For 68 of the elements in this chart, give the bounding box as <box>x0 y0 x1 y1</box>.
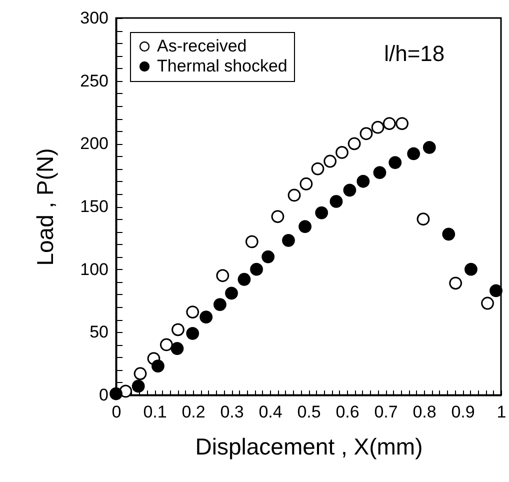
point <box>288 188 301 202</box>
point <box>250 262 263 276</box>
y-tick-label: 150 <box>80 197 108 216</box>
x-tick-label: 0.7 <box>374 402 398 422</box>
x-tick-label: 0.6 <box>336 402 360 422</box>
x-tick-label: 0.2 <box>182 402 206 422</box>
point <box>186 326 200 340</box>
point <box>311 162 324 176</box>
x-tick-label: 1 <box>496 402 506 422</box>
x-tick-label: 0.5 <box>297 402 321 422</box>
y-tick-label: 300 <box>80 8 108 28</box>
x-tick-label: 0.3 <box>220 402 244 422</box>
point <box>245 235 258 248</box>
point <box>373 166 386 180</box>
point <box>356 174 370 188</box>
point <box>225 286 238 300</box>
point <box>360 127 373 140</box>
point <box>170 342 184 355</box>
point <box>216 269 230 282</box>
point <box>300 177 313 190</box>
point <box>172 323 184 336</box>
point <box>382 117 396 130</box>
x-tick-label: 0.4 <box>258 402 282 422</box>
point <box>134 367 147 380</box>
point <box>110 387 122 400</box>
point <box>152 360 164 373</box>
point <box>186 306 200 318</box>
legend-label: Thermal shocked <box>157 56 288 76</box>
point <box>298 220 312 234</box>
x-tick-label: 0 <box>112 402 122 422</box>
point <box>200 310 213 324</box>
x-tick-label: 0.8 <box>412 402 436 422</box>
legend-label: As-received <box>157 36 247 56</box>
y-tick-label: 100 <box>80 260 108 279</box>
annotation: l/h=18 <box>384 40 445 66</box>
point <box>330 195 343 208</box>
point <box>132 380 145 393</box>
x-tick-label: 0.9 <box>451 402 475 422</box>
point <box>282 234 295 247</box>
point <box>407 147 420 160</box>
point <box>271 210 284 223</box>
point <box>416 212 430 226</box>
y-axis-title: Load , P(N) <box>32 148 58 266</box>
y-tick-label: 0 <box>99 386 108 404</box>
point <box>449 276 462 290</box>
y-tick-label: 250 <box>80 71 108 90</box>
point <box>464 262 478 276</box>
point <box>396 117 409 130</box>
point <box>442 228 456 241</box>
point <box>343 184 356 197</box>
point <box>371 120 384 134</box>
point <box>324 154 337 168</box>
point <box>262 250 275 264</box>
point <box>315 206 328 220</box>
point <box>336 146 348 159</box>
point <box>238 272 251 286</box>
point <box>388 156 402 169</box>
point <box>348 137 361 150</box>
x-tick-label: 0.1 <box>143 402 167 422</box>
point <box>490 284 502 298</box>
point <box>160 338 173 352</box>
point <box>119 384 132 398</box>
y-tick-label: 200 <box>80 134 108 154</box>
y-tick-label: 50 <box>90 322 108 342</box>
point <box>481 296 494 310</box>
point <box>422 140 436 154</box>
x-axis-title: Displacement , X(mm) <box>195 434 423 460</box>
point <box>214 298 226 311</box>
